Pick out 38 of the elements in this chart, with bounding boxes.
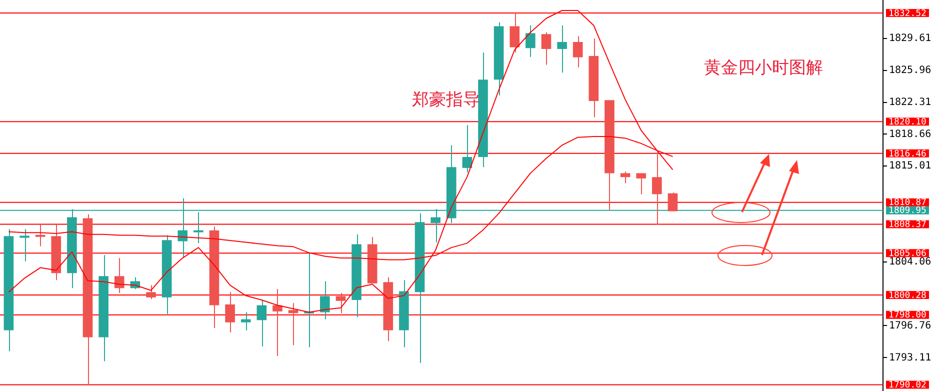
- candlestick: [336, 292, 346, 314]
- y-tick-label: 1796.76: [889, 320, 932, 332]
- candlestick: [225, 292, 235, 333]
- ref-line-label: 1790.02: [888, 380, 926, 391]
- candlestick: [526, 24, 536, 58]
- ref-line-label: 1808.37: [888, 220, 926, 230]
- y-tick-label: 1793.11: [889, 352, 932, 364]
- candlestick: [320, 280, 330, 320]
- candlestick: [620, 170, 630, 184]
- ref-line-label: 1809.95: [888, 206, 926, 216]
- ref-line-label: 1832.52: [888, 8, 926, 19]
- ref-line-label: 1816.46: [888, 149, 926, 160]
- candlestick: [288, 302, 298, 346]
- candlestick: [146, 284, 156, 300]
- candlestick: [35, 224, 46, 247]
- candlestick: [636, 172, 646, 195]
- candlestick: [652, 152, 662, 225]
- y-tick-label: 1818.66: [889, 128, 932, 140]
- candlestick: [20, 228, 30, 262]
- candlestick: [572, 36, 583, 68]
- candlestick: [462, 124, 472, 173]
- y-tick-label: 1829.61: [889, 32, 932, 44]
- candlestick: [668, 192, 678, 212]
- candlestick: [272, 288, 282, 357]
- ref-line-label: 1820.10: [888, 117, 926, 128]
- candlestick: [114, 258, 124, 294]
- candlestick: [240, 312, 251, 331]
- candlestick: [256, 300, 267, 347]
- text: 黄金四小时图解: [704, 57, 823, 79]
- ref-line-label: 1798.00: [888, 310, 926, 321]
- y-tick-label: 1825.96: [889, 64, 932, 76]
- candlestick: [557, 24, 567, 74]
- candlestick: [510, 12, 520, 53]
- ref-line-label: 1800.28: [888, 290, 926, 301]
- y-tick-label: 1822.31: [889, 96, 932, 108]
- y-tick-label: 1815.01: [889, 160, 932, 172]
- y-tick-label: 1804.06: [889, 256, 932, 268]
- candlestick: [541, 32, 552, 66]
